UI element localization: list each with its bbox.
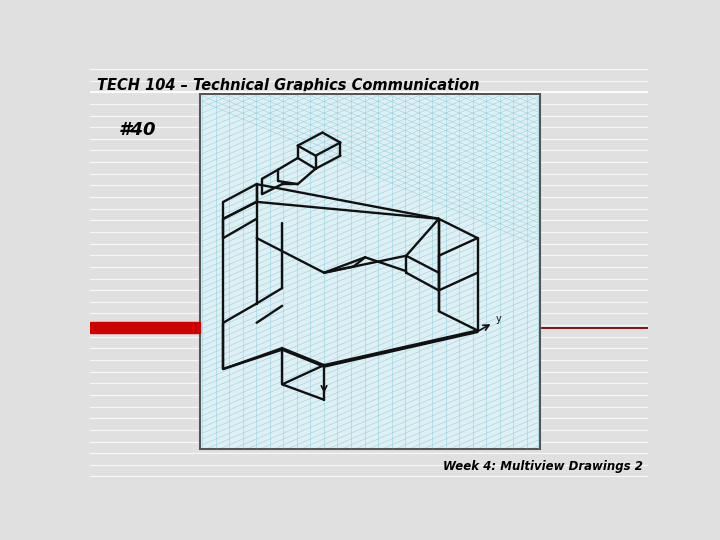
Text: TECH 104 – Technical Graphics Communication: TECH 104 – Technical Graphics Communicat… [96,78,480,93]
Bar [200,94,540,449]
Bar [90,322,200,333]
Text: #40: #40 [119,121,156,139]
Text: Week 4: Multiview Drawings 2: Week 4: Multiview Drawings 2 [443,460,642,473]
Text: y: y [495,314,501,324]
